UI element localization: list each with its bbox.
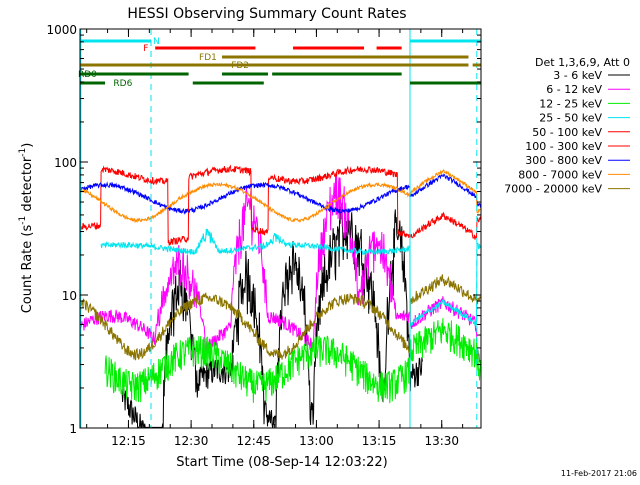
series-line-4 <box>79 164 481 246</box>
series-line-2 <box>104 318 481 404</box>
legend-label-1: 6 - 12 keV <box>546 83 602 96</box>
y-axis-label: Count Rate (s-1 detector-1) <box>18 143 35 314</box>
x-tick-label-4: 13:15 <box>362 434 397 448</box>
flag-label-fd1: FD1 <box>199 53 217 63</box>
flag-label-rd0: RD0 <box>78 70 97 80</box>
legend-label-3: 25 - 50 keV <box>539 112 602 125</box>
flag-label-fd2: FD2 <box>231 61 249 71</box>
legend-label-8: 7000 - 20000 keV <box>504 183 602 196</box>
flag-label-f: F <box>143 44 148 54</box>
legend-label-5: 100 - 300 keV <box>525 140 602 153</box>
y-tick-label-2: 100 <box>54 156 77 170</box>
x-tick-label-3: 13:00 <box>299 434 334 448</box>
legend-label-6: 300 - 800 keV <box>525 154 602 167</box>
y-tick-label-0: 1 <box>69 422 77 436</box>
x-tick-label-0: 12:15 <box>111 434 146 448</box>
series-line-6 <box>79 173 481 215</box>
series-line-1 <box>79 175 481 364</box>
legend-label-0: 3 - 6 keV <box>553 69 602 82</box>
x-tick-label-2: 12:45 <box>236 434 271 448</box>
chart-title: HESSI Observing Summary Count Rates <box>127 6 406 22</box>
series-line-3 <box>100 228 481 328</box>
legend-label-7: 800 - 7000 keV <box>518 168 602 181</box>
x-tick-label-1: 12:30 <box>174 434 209 448</box>
flag-label-n: N <box>153 37 160 47</box>
legend-label-4: 50 - 100 keV <box>532 126 602 139</box>
series-line-7 <box>79 169 481 224</box>
legend-header: Det 1,3,6,9, Att 0 <box>535 56 630 69</box>
series-line-8 <box>79 274 481 361</box>
footer-date: 11-Feb-2017 21:06 <box>561 469 637 478</box>
plot-frame <box>79 28 482 429</box>
y-tick-label-3: 1000 <box>46 23 77 37</box>
x-axis-label: Start Time (08-Sep-14 12:03:22) <box>176 455 387 470</box>
flag-label-rd6: RD6 <box>113 79 132 89</box>
legend-label-2: 12 - 25 keV <box>539 97 602 110</box>
y-tick-label-1: 10 <box>62 289 77 303</box>
x-tick-label-5: 13:30 <box>424 434 459 448</box>
